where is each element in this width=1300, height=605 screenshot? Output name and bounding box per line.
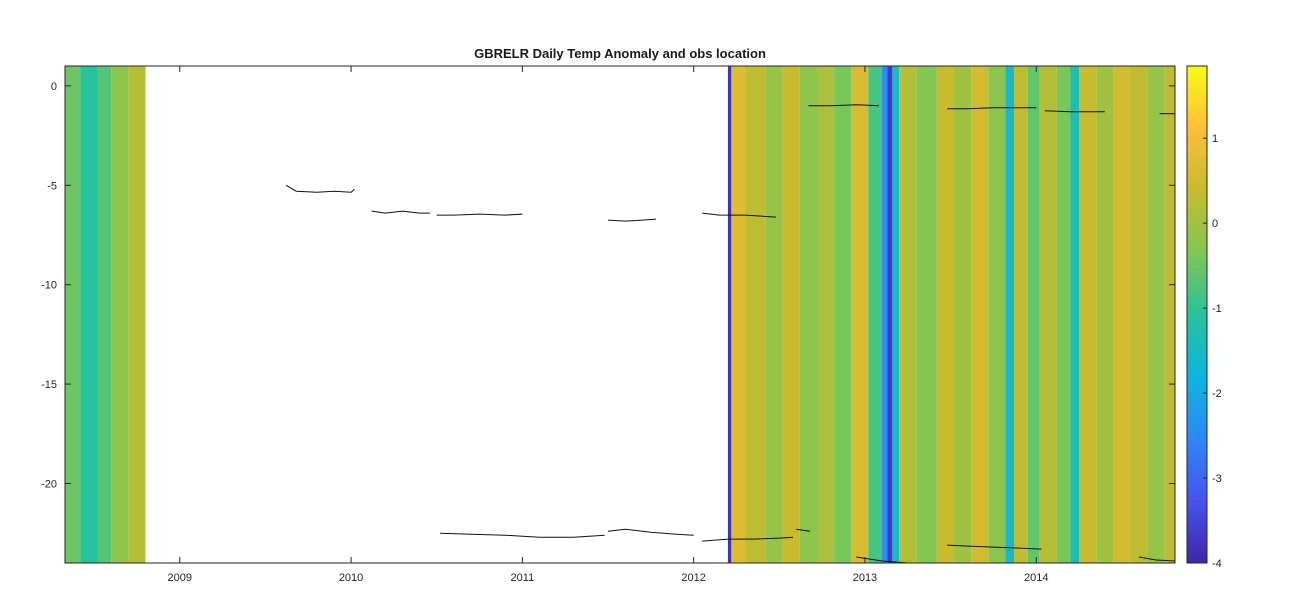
x-tick-label: 2013 [853,572,877,584]
anomaly-band [97,66,112,563]
anomaly-band [65,66,81,563]
obs-location-line [607,218,657,222]
anomaly-band [988,66,1006,563]
anomaly-band [731,66,746,563]
anomaly-band [1056,66,1071,563]
anomaly-band [851,66,869,563]
obs-location-line [285,184,355,193]
y-tick-label: 0 [51,81,57,93]
obs-location-line [702,536,794,542]
obs-location-line [607,528,694,536]
anomaly-band [899,66,917,563]
anomaly-band [1096,66,1114,563]
anomaly-band [1130,66,1148,563]
anomaly-band [111,66,129,563]
anomaly-band [727,66,732,563]
obs-location-line [440,532,605,538]
anomaly-band [887,66,893,563]
anomaly-band [954,66,972,563]
x-tick-label: 2009 [168,572,192,584]
y-tick-label: -20 [41,478,57,490]
plot-frame [64,65,1176,564]
colorbar-tick-label: 1 [1212,133,1218,145]
anomaly-band [816,66,835,563]
obs-location-line [1044,110,1105,113]
anomaly-band [1005,66,1014,563]
y-tick-label: -15 [41,379,57,391]
anomaly-band [916,66,937,563]
colorbar-tick-label: -1 [1212,303,1222,315]
anomaly-band [782,66,800,563]
x-axis: 2009 2010 2011 2012 2013 2014 [168,66,1048,584]
anomaly-band [1039,66,1057,563]
anomaly-band [892,66,900,563]
obs-location-line [808,104,879,107]
anomaly-band [1027,66,1040,563]
x-tick-label: 2012 [681,572,705,584]
anomaly-band [1164,66,1175,563]
anomaly-band [745,66,766,563]
obs-location-line [371,210,430,214]
anomaly-band [971,66,989,563]
colorbar-tick-label: -3 [1212,473,1222,485]
obs-location-line [947,544,1042,550]
x-tick-label: 2011 [511,572,535,584]
x-tick-label: 2010 [339,572,363,584]
anomaly-band [1147,66,1165,563]
anomaly-band [1013,66,1028,563]
colorbar-tick-label: -2 [1212,388,1222,400]
chart-title: GBRELR Daily Temp Anomaly and obs locati… [474,46,766,61]
colorbar-axis: 1 0 -1 -2 -3 -4 [1203,133,1222,570]
colorbar-tick-label: -4 [1212,558,1222,570]
anomaly-band [799,66,817,563]
anomaly-band [936,66,955,563]
obs-location-line [796,528,811,532]
y-axis: 0 -5 -10 -15 -20 [41,81,1175,490]
colorbar-tick-label: 0 [1212,218,1218,230]
y-tick-label: -5 [47,180,57,192]
x-tick-label: 2014 [1024,572,1048,584]
anomaly-bands [65,66,1175,563]
anomaly-band [834,66,852,563]
obs-location-line [436,213,523,216]
anomaly-band [765,66,783,563]
anomaly-band [868,66,883,563]
anomaly-band [1070,66,1080,563]
anomaly-band [1079,66,1097,563]
anomaly-band [882,66,888,563]
obs-location-line [702,212,776,218]
anomaly-band [80,66,98,563]
obs-location-line [947,107,1037,110]
colorbar [1186,65,1208,564]
anomaly-band [1113,66,1131,563]
anomaly-band [128,66,146,563]
y-tick-label: -10 [41,280,57,292]
obs-location-line [1138,556,1176,562]
